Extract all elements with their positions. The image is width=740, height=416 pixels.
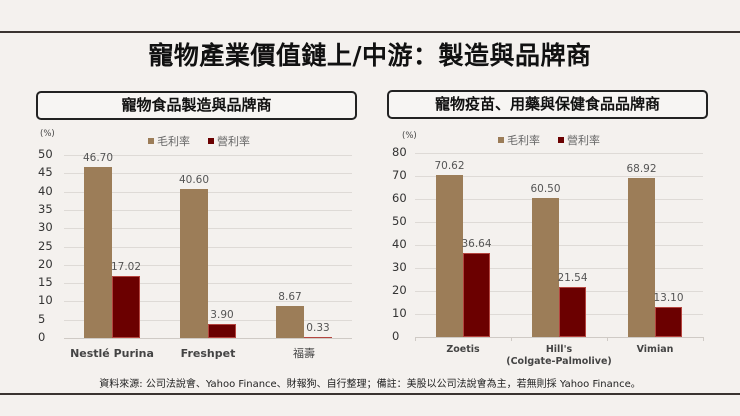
data-label: 46.70 bbox=[82, 152, 114, 165]
chart-legend: 毛利率 營利率 bbox=[498, 132, 600, 148]
data-label: 8.67 bbox=[278, 291, 302, 304]
legend-label: 毛利率 bbox=[157, 135, 190, 148]
gridline bbox=[64, 173, 352, 175]
y-tick-label: 25 bbox=[38, 238, 53, 253]
data-label: 36.64 bbox=[461, 237, 492, 250]
y-tick-label: 20 bbox=[392, 283, 407, 297]
category-label: Hill's (Colgate-Palmolive) bbox=[506, 344, 612, 367]
x-tick-mark bbox=[607, 337, 608, 341]
y-tick-label: 50 bbox=[392, 214, 407, 228]
y-tick-label: 50 bbox=[38, 147, 53, 161]
y-tick-label: 70 bbox=[392, 168, 407, 182]
y-unit-label: (%) bbox=[40, 129, 55, 139]
bar-gross-margin bbox=[180, 189, 208, 338]
left-chart-title: 寵物食品製造與品牌商 bbox=[36, 91, 357, 120]
gridline bbox=[64, 246, 352, 248]
data-label: 70.62 bbox=[434, 159, 465, 172]
y-tick-label: 5 bbox=[38, 311, 46, 326]
gridline bbox=[64, 228, 352, 230]
bar-gross-margin bbox=[84, 167, 112, 338]
legend-item: 毛利率 bbox=[498, 132, 540, 148]
data-label: 68.92 bbox=[626, 163, 657, 176]
data-label: 0.33 bbox=[306, 321, 330, 334]
gridline bbox=[415, 153, 703, 154]
gridline bbox=[64, 155, 352, 156]
bar-operating-margin bbox=[655, 306, 682, 337]
y-unit-label: (%) bbox=[402, 131, 417, 141]
y-tick-label: 0 bbox=[392, 329, 400, 343]
legend-item: 營利率 bbox=[208, 133, 250, 149]
bar-operating-margin bbox=[112, 275, 140, 338]
legend-swatch-icon bbox=[558, 137, 564, 143]
y-tick-label: 35 bbox=[38, 201, 53, 216]
category-label: 福壽 bbox=[293, 347, 315, 360]
category-label: Freshpet bbox=[180, 347, 236, 360]
data-label: 3.90 bbox=[210, 308, 234, 321]
y-tick-label: 45 bbox=[38, 165, 53, 180]
gridline bbox=[415, 176, 703, 177]
x-tick-mark bbox=[415, 337, 416, 341]
x-tick-mark bbox=[703, 337, 704, 341]
y-tick-label: 30 bbox=[392, 260, 407, 274]
category-label: Nestlé Purina bbox=[70, 347, 154, 360]
y-tick-label: 20 bbox=[38, 256, 53, 271]
page-title: 寵物產業價值鏈上/中游：製造與品牌商 bbox=[148, 41, 592, 70]
gridline bbox=[64, 209, 352, 211]
legend-label: 營利率 bbox=[567, 134, 600, 147]
gridline bbox=[415, 268, 703, 269]
gridline bbox=[64, 264, 352, 266]
y-tick-label: 0 bbox=[38, 330, 46, 344]
legend-swatch-icon bbox=[208, 138, 214, 144]
category-label: Vimian bbox=[636, 344, 674, 355]
bar-operating-margin bbox=[304, 336, 332, 338]
bar-gross-margin bbox=[532, 197, 559, 337]
gridline bbox=[64, 191, 352, 193]
y-tick-label: 40 bbox=[392, 237, 407, 251]
gridline bbox=[64, 283, 352, 285]
gridline bbox=[64, 301, 352, 303]
x-axis-line bbox=[64, 338, 352, 339]
legend-item: 毛利率 bbox=[148, 133, 190, 149]
top-divider bbox=[0, 31, 740, 33]
y-tick-label: 60 bbox=[392, 191, 407, 205]
gridline bbox=[64, 319, 352, 321]
right-chart-title: 寵物疫苗、用藥與保健食品品牌商 bbox=[387, 90, 708, 119]
bottom-divider bbox=[0, 393, 740, 395]
y-tick-label: 80 bbox=[392, 145, 407, 159]
data-label: 17.02 bbox=[110, 260, 142, 273]
x-axis-line bbox=[415, 337, 703, 338]
legend-swatch-icon bbox=[148, 138, 154, 144]
data-label: 13.10 bbox=[653, 291, 684, 304]
data-label: 60.50 bbox=[530, 182, 561, 195]
x-tick-mark bbox=[511, 337, 512, 341]
chart-legend: 毛利率 營利率 bbox=[148, 133, 250, 149]
bar-gross-margin bbox=[436, 174, 463, 337]
y-tick-label: 15 bbox=[38, 275, 53, 290]
bar-operating-margin bbox=[208, 323, 236, 338]
bar-gross-margin bbox=[628, 178, 655, 337]
gridline bbox=[415, 245, 703, 246]
y-tick-label: 10 bbox=[392, 306, 407, 320]
bar-operating-margin bbox=[559, 287, 586, 337]
legend-label: 毛利率 bbox=[507, 134, 540, 147]
y-tick-label: 40 bbox=[38, 183, 53, 198]
gridline bbox=[415, 222, 703, 223]
data-label: 21.54 bbox=[557, 272, 588, 285]
bar-operating-margin bbox=[463, 252, 490, 337]
legend-swatch-icon bbox=[498, 137, 504, 143]
legend-label: 營利率 bbox=[217, 135, 250, 148]
y-tick-label: 30 bbox=[38, 220, 53, 235]
category-label: Zoetis bbox=[446, 344, 480, 355]
source-note: 資料來源: 公司法說會、Yahoo Finance、財報狗、自行整理；備註：美股… bbox=[99, 379, 641, 390]
y-tick-label: 10 bbox=[38, 293, 53, 308]
legend-item: 營利率 bbox=[558, 132, 600, 148]
bar-gross-margin bbox=[276, 306, 304, 338]
data-label: 40.60 bbox=[178, 174, 210, 187]
gridline bbox=[415, 199, 703, 200]
